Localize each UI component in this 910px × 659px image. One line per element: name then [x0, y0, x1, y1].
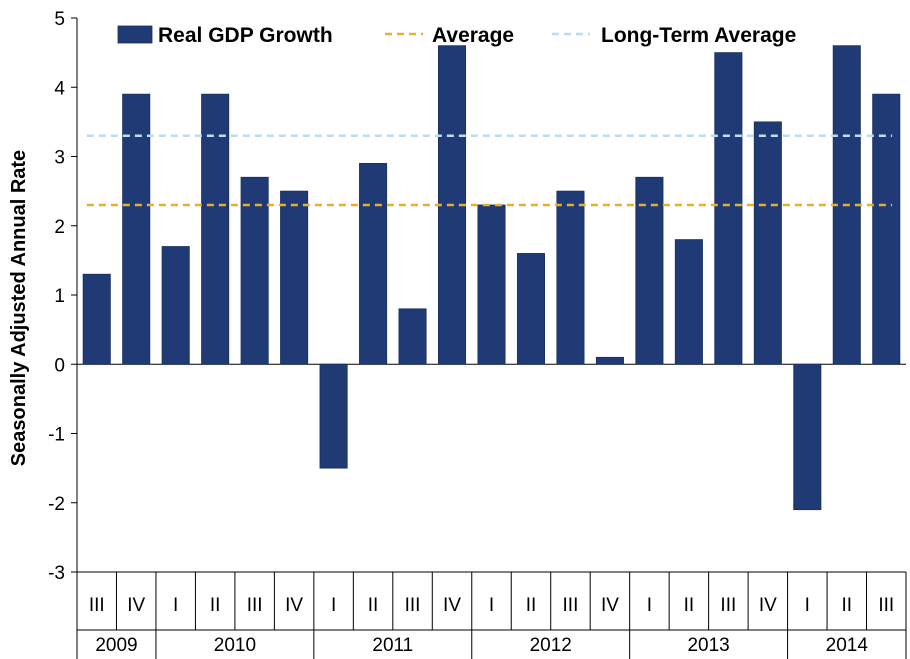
legend-item-real-gdp-growth-swatch — [117, 25, 153, 44]
gdp-bar — [477, 204, 506, 365]
x-tick-label: III — [878, 595, 894, 616]
y-tick-label: 3 — [54, 148, 65, 169]
gdp-bar — [714, 52, 743, 365]
x-tick-label: I — [489, 595, 494, 616]
reference-lines-layer — [86, 134, 893, 207]
y-tick-label: 0 — [54, 355, 65, 376]
y-axis-label: Seasonally Adjusted Annual Rate — [8, 150, 30, 466]
x-tick-label: I — [647, 595, 652, 616]
x-tick-label: II — [368, 595, 379, 616]
x-tick-label: III — [563, 595, 579, 616]
gdp-bar — [516, 253, 545, 365]
y-tick-label: 1 — [54, 286, 65, 307]
y-tick-label: -2 — [48, 494, 65, 515]
bars-layer — [82, 45, 901, 511]
y-tick-label: -3 — [48, 563, 65, 584]
year-label: 2013 — [687, 635, 729, 656]
legend-item-average-label: Average — [432, 24, 514, 47]
y-tick-label: 4 — [54, 78, 65, 99]
gdp-bar — [556, 190, 585, 365]
x-tick-label: IV — [285, 595, 303, 616]
gdp-bar — [161, 246, 190, 365]
x-tick-label: I — [331, 595, 336, 616]
x-tick-label: III — [247, 595, 263, 616]
x-tick-label: IV — [601, 595, 619, 616]
gdp-bar — [753, 121, 782, 365]
legend-item-real-gdp-growth-label: Real GDP Growth — [158, 24, 333, 47]
year-label: 2011 — [372, 635, 413, 656]
x-tick-label: II — [842, 595, 853, 616]
x-tick-label: II — [684, 595, 695, 616]
gdp-bar — [398, 308, 427, 365]
gdp-bar — [595, 356, 624, 365]
y-tick-label: 2 — [54, 217, 65, 238]
x-tick-label: II — [526, 595, 537, 616]
year-label: 2010 — [214, 635, 256, 656]
gdp-bar — [635, 176, 664, 365]
x-tick-label: II — [210, 595, 221, 616]
x-tick-label: IV — [127, 595, 145, 616]
gdp-bar — [122, 93, 151, 365]
x-tick-label: III — [720, 595, 736, 616]
legend: Real GDP Growth Average Long-Term Average — [117, 24, 796, 47]
gdp-bar — [82, 273, 111, 365]
y-tick-label: 5 — [54, 9, 65, 30]
gdp-bar — [319, 363, 348, 469]
gdp-bar — [240, 176, 269, 365]
gdp-bar — [793, 363, 822, 511]
gdp-bar — [280, 190, 309, 365]
x-tick-label: I — [173, 595, 178, 616]
x-tick-label: III — [89, 595, 105, 616]
year-label: 2009 — [95, 635, 137, 656]
x-tick-label: III — [405, 595, 421, 616]
x-tick-label: IV — [759, 595, 777, 616]
year-label: 2014 — [826, 635, 869, 656]
y-tick-label: -1 — [48, 425, 65, 446]
legend-item-long-term-average-label: Long-Term Average — [601, 24, 796, 47]
gdp-bar — [872, 93, 901, 365]
gdp-bar — [201, 93, 230, 365]
x-tick-label: IV — [443, 595, 461, 616]
x-tick-label: I — [805, 595, 810, 616]
gdp-bar — [674, 239, 703, 365]
gdp-bar — [359, 163, 388, 365]
year-label: 2012 — [530, 635, 572, 656]
